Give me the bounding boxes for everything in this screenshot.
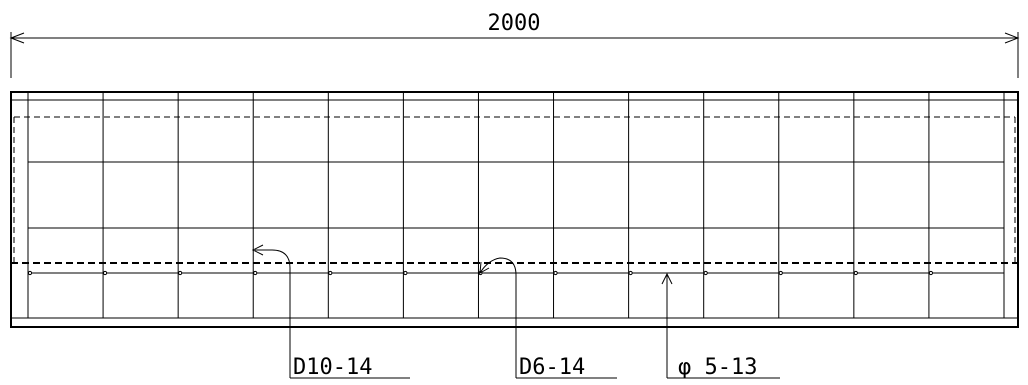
callout-d10-label: D10-14 <box>293 355 372 380</box>
rebar-dots <box>27 270 934 276</box>
dimension-group: 2000 <box>9 11 1020 78</box>
callout-d10: D10-14 <box>251 244 410 380</box>
callout-phi5-label: φ 5-13 <box>678 355 757 380</box>
rebar-dot <box>253 270 258 276</box>
vertical-grid-lines <box>102 92 930 318</box>
rebar-dot <box>928 270 934 276</box>
rebar-dot <box>628 270 633 276</box>
rebar-dot <box>778 270 783 276</box>
dimension-arrow-left <box>9 32 25 44</box>
rebar-dot <box>178 270 183 276</box>
panel-outer-border <box>10 91 1019 328</box>
callout-phi5-arrowhead <box>661 272 673 285</box>
callout-d6-arrowhead <box>479 261 490 274</box>
rebar-dot <box>102 270 108 276</box>
callout-d6: D6-14 <box>479 257 617 380</box>
callout-d10-arrowhead <box>251 244 264 256</box>
horizontal-grid-lines <box>28 161 1004 274</box>
rebar-dot <box>553 270 558 276</box>
dashed-bars <box>11 116 1018 264</box>
rebar-dot <box>853 270 858 276</box>
callout-d10-leader <box>255 249 291 378</box>
rebar-dot <box>703 270 708 276</box>
dimension-label: 2000 <box>488 11 541 36</box>
callout-d6-label: D6-14 <box>519 355 585 380</box>
rebar-dot <box>403 270 408 276</box>
panel-outline <box>10 91 1019 328</box>
dimension-arrow-right <box>1004 32 1020 44</box>
rebar-dot <box>328 270 333 276</box>
callout-d6-leader <box>479 257 517 378</box>
callout-phi5: φ 5-13 <box>661 272 780 380</box>
rebar-dot <box>27 270 33 276</box>
